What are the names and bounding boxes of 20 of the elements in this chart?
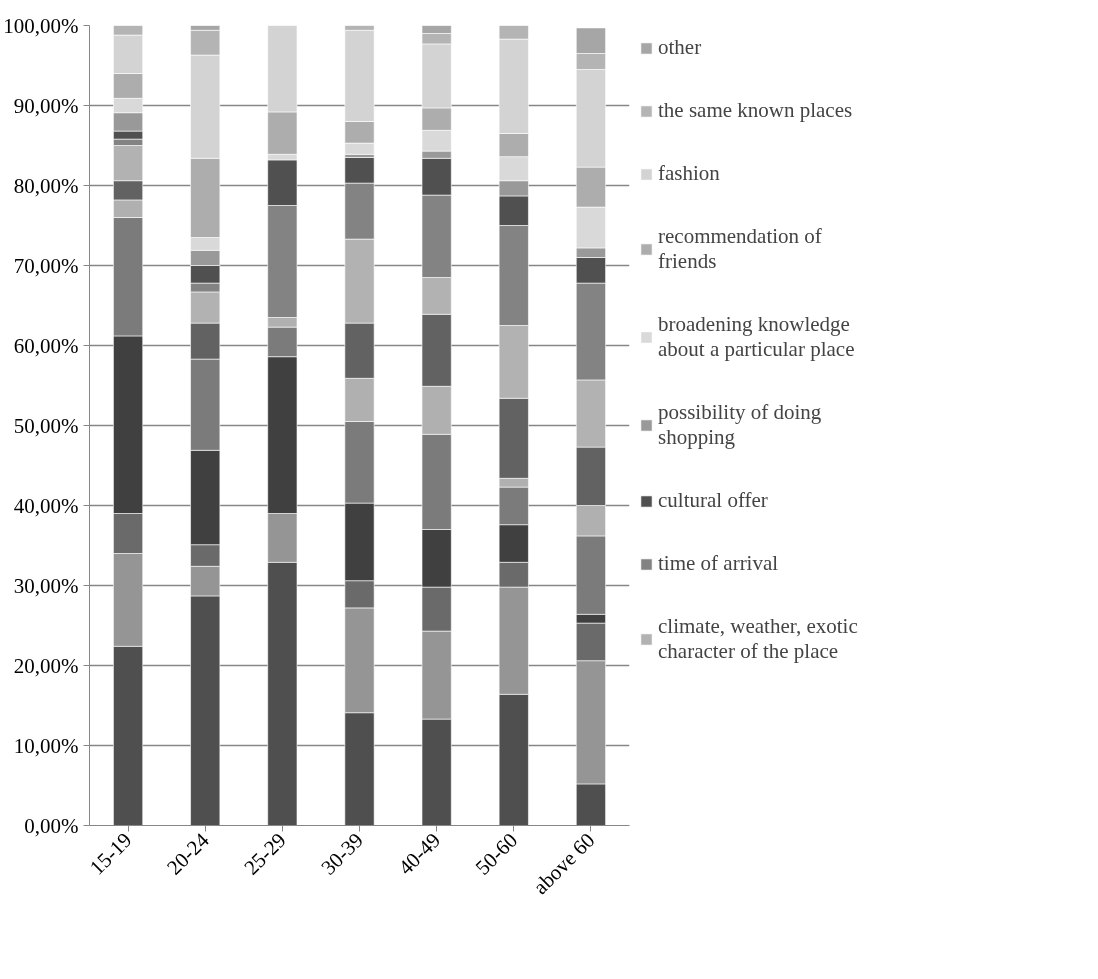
legend-label: time of arrival <box>658 551 779 576</box>
legend-label: the same known places <box>658 98 853 123</box>
legend-label: climate, weather, exotic character of the place <box>658 614 858 664</box>
legend-label: broadening knowledge about a particular place <box>658 312 855 362</box>
legend-label: cultural offer <box>658 488 768 513</box>
y-tick-label: 20,00% <box>13 653 79 678</box>
legend-label: fashion <box>658 161 720 186</box>
y-tick-label: 50,00% <box>13 413 79 438</box>
legend-label: possibility of doing shopping <box>658 400 822 450</box>
y-tick-label: 60,00% <box>13 333 79 358</box>
y-tick-label: 100,00% <box>3 13 79 38</box>
y-tick-label: 0,00% <box>24 813 79 838</box>
y-tick-label: 10,00% <box>13 733 79 758</box>
y-tick-label: 90,00% <box>13 93 79 118</box>
legend-label: recommendation of friends <box>658 224 822 274</box>
y-tick-label: 30,00% <box>13 573 79 598</box>
y-tick-label: 40,00% <box>13 493 79 518</box>
y-tick-label: 70,00% <box>13 253 79 278</box>
y-tick-label: 80,00% <box>13 173 79 198</box>
legend-label: other <box>658 35 702 60</box>
